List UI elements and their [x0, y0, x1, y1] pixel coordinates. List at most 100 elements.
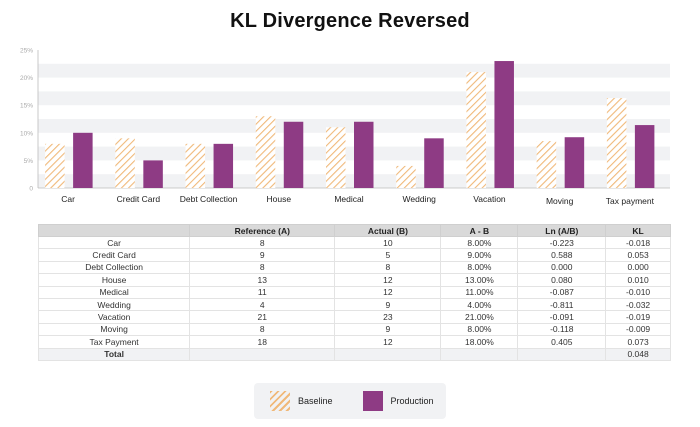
- row-label-cell: Credit Card: [37, 248, 191, 262]
- table-cell: 4.00%: [440, 297, 519, 312]
- y-tick-label: 20%: [20, 75, 33, 82]
- table-cell: 21.00%: [440, 310, 519, 324]
- table-cell: -0.010: [605, 285, 671, 299]
- bar-production: [283, 121, 304, 188]
- bar-production: [73, 132, 93, 188]
- bar-baseline: [606, 98, 627, 188]
- table-cell: -0.032: [605, 297, 671, 312]
- kl-table: Reference (A) Actual (B) A - B Ln (A/B) …: [37, 224, 671, 361]
- x-tick-label: Debt Collection: [180, 194, 238, 204]
- table-row: Moving 8 9 8.00% -0.118 -0.009: [37, 322, 671, 337]
- table-cell: 0.053: [605, 248, 671, 262]
- bar-production: [634, 125, 655, 188]
- table-row: Debt Collection 8 8 8.00% 0.000 0.000: [37, 260, 671, 275]
- table-cell: 9: [189, 248, 336, 262]
- x-tick-label: Medical: [334, 194, 363, 204]
- table-row: Vacation 21 23 21.00% -0.091 -0.019: [37, 310, 671, 324]
- table-cell: 11: [189, 285, 336, 299]
- bar-chart: 0 5% 10% 15% 20% 25% Car Credit Card Debt Colle…: [20, 48, 670, 206]
- production-swatch-icon: [362, 391, 383, 411]
- x-tick-label: Car: [61, 194, 75, 204]
- x-tick-label: Credit Card: [117, 194, 161, 204]
- legend-label-baseline: Baseline: [298, 396, 333, 406]
- y-tick-label: 0: [29, 186, 33, 193]
- table-cell: 8: [189, 235, 336, 250]
- table-cell: 0.000: [605, 260, 671, 275]
- table-cell: 8: [334, 260, 442, 275]
- table-cell: 0.405: [517, 335, 607, 349]
- empty-cell: [517, 347, 607, 361]
- legend-item-production: Production: [362, 391, 434, 411]
- table-cell: -0.018: [605, 235, 671, 250]
- bar-baseline: [466, 72, 486, 188]
- bar-baseline: [396, 165, 416, 188]
- baseline-swatch-icon: [270, 391, 290, 411]
- table-row: Credit Card 9 5 9.00% 0.588 0.053: [37, 248, 671, 262]
- table-cell: 10: [334, 235, 442, 250]
- row-label-cell: Tax Payment: [37, 335, 191, 349]
- total-label: Total: [37, 347, 191, 361]
- table-header-row: Reference (A) Actual (B) A - B Ln (A/B) …: [37, 224, 671, 237]
- header-cell: [37, 224, 191, 237]
- legend: Baseline Production: [254, 383, 446, 419]
- table-row: Car 8 10 8.00% -0.223 -0.018: [37, 235, 671, 250]
- bar-production: [143, 160, 163, 188]
- y-tick-label: 5%: [24, 158, 34, 165]
- chart-title: KL Divergence Reversed: [230, 10, 470, 32]
- bar-baseline: [45, 143, 65, 188]
- table-cell: 0.000: [517, 260, 607, 275]
- table-cell: -0.223: [517, 235, 607, 250]
- row-label-cell: Wedding: [37, 297, 191, 312]
- y-tick-label: 15%: [20, 103, 33, 110]
- header-cell: KL: [605, 224, 671, 237]
- grid-band: [38, 63, 670, 78]
- table-row: Medical 11 12 11.00% -0.087 -0.010: [37, 285, 671, 299]
- table-cell: 12: [334, 273, 442, 287]
- table-cell: -0.811: [517, 297, 607, 312]
- grid-band: [38, 91, 670, 106]
- bar-production: [494, 61, 514, 188]
- table-cell: 13: [189, 273, 336, 287]
- total-row: Total 0.048: [37, 347, 671, 361]
- table-cell: -0.019: [605, 310, 671, 324]
- table-cell: 0.080: [517, 273, 607, 287]
- row-label-cell: Medical: [37, 285, 191, 299]
- x-tick-label: Vacation: [473, 194, 506, 204]
- table-cell: -0.087: [517, 285, 607, 299]
- y-tick-label: 10%: [20, 130, 33, 137]
- empty-cell: [189, 347, 336, 361]
- total-kl-value: 0.048: [605, 347, 671, 361]
- table-cell: 4: [189, 297, 336, 312]
- y-tick-label: 25%: [20, 48, 33, 55]
- table-row: Wedding 4 9 4.00% -0.811 -0.032: [37, 297, 671, 312]
- table-cell: -0.009: [605, 322, 671, 337]
- table-cell: 8.00%: [440, 322, 519, 337]
- bar-production: [213, 143, 234, 188]
- table-cell: -0.091: [517, 310, 607, 324]
- table-cell: 8: [189, 322, 336, 337]
- table-cell: 5: [334, 248, 442, 262]
- table-cell: 9: [334, 297, 442, 312]
- bar-baseline: [115, 138, 135, 188]
- row-label-cell: Vacation: [37, 310, 191, 324]
- bar-baseline: [536, 141, 557, 188]
- table-cell: 8.00%: [440, 260, 519, 275]
- row-label-cell: Debt Collection: [37, 260, 191, 275]
- table-cell: 9: [334, 322, 442, 337]
- header-cell: Actual (B): [334, 224, 442, 237]
- bar-production: [354, 121, 374, 188]
- table-cell: 12: [334, 285, 442, 299]
- row-label-cell: Moving: [37, 322, 191, 337]
- table-cell: 23: [334, 310, 442, 324]
- x-tick-label: Wedding: [403, 194, 437, 204]
- table-cell: 0.588: [517, 248, 607, 262]
- table-cell: 12: [334, 335, 442, 349]
- x-tick-label: Tax payment: [606, 196, 655, 206]
- table-cell: 0.010: [605, 273, 671, 287]
- table-row: Tax Payment 18 12 18.00% 0.405 0.073: [37, 335, 671, 349]
- table-cell: 8.00%: [440, 235, 519, 250]
- bar-production: [564, 137, 585, 188]
- table-cell: 0.073: [605, 335, 671, 349]
- bar-baseline: [255, 116, 276, 188]
- bar-baseline: [185, 143, 206, 188]
